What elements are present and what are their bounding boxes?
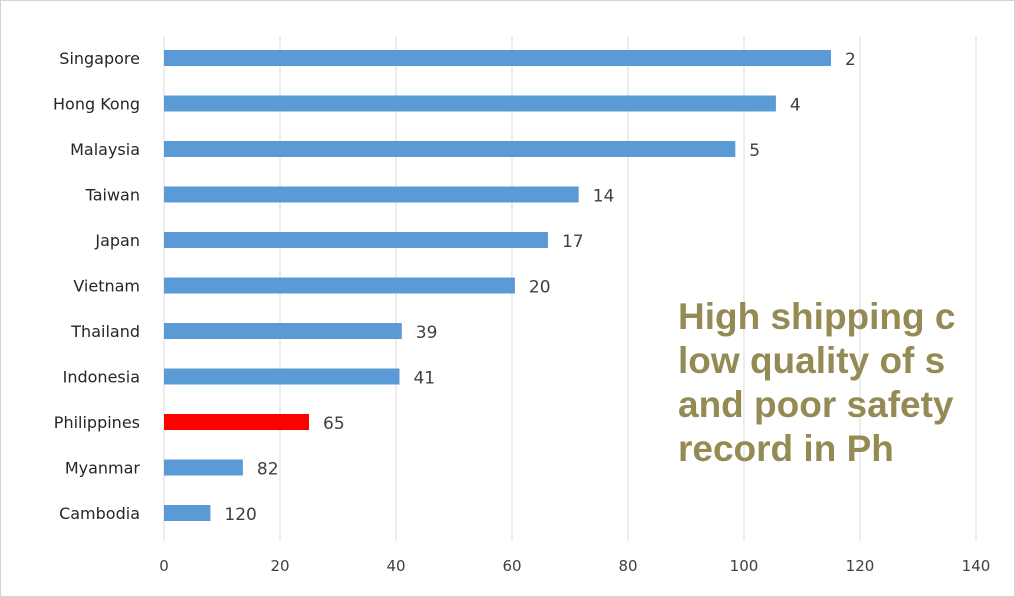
- annotation-line-1: High shipping c: [678, 296, 956, 337]
- data-label: 39: [416, 323, 438, 343]
- x-tick-label: 100: [730, 557, 759, 575]
- bar: [164, 277, 515, 294]
- data-label: 5: [749, 141, 760, 161]
- category-label: Taiwan: [85, 186, 140, 205]
- category-label: Vietnam: [73, 277, 140, 296]
- x-tick-label: 20: [270, 557, 289, 575]
- x-tick-label: 40: [386, 557, 405, 575]
- bar: [164, 232, 548, 248]
- category-label: Japan: [94, 231, 140, 250]
- data-label: 82: [257, 460, 279, 480]
- labels: 0 20 40 60 80 100 120 140 Singapore 2 Hong Kong 4 Ma…: [53, 49, 990, 575]
- category-label: Cambodia: [59, 504, 140, 523]
- x-tick-label: 60: [502, 557, 521, 575]
- bar: [164, 186, 579, 203]
- category-label: Thailand: [70, 322, 140, 341]
- x-tick-label: 80: [618, 557, 637, 575]
- x-tick-label: 0: [159, 557, 169, 575]
- category-label: Philippines: [54, 413, 140, 432]
- data-label: 2: [845, 50, 856, 70]
- category-label: Myanmar: [65, 459, 141, 478]
- bar: [164, 368, 400, 385]
- bars: [164, 50, 831, 521]
- category-label: Singapore: [59, 49, 140, 68]
- data-label: 14: [593, 187, 615, 207]
- bar: [164, 141, 736, 157]
- annotation-line-4: record in Ph: [678, 428, 894, 469]
- category-label: Malaysia: [70, 140, 140, 159]
- data-label: 17: [562, 232, 584, 252]
- category-label: Indonesia: [63, 368, 140, 387]
- data-label: 4: [790, 96, 801, 116]
- annotation-line-3: and poor safety: [678, 384, 954, 425]
- x-tick-label: 140: [962, 557, 991, 575]
- x-tick-label: 120: [846, 557, 875, 575]
- bar: [164, 323, 402, 339]
- data-label: 65: [323, 414, 345, 434]
- bar: [164, 95, 776, 112]
- category-label: Hong Kong: [53, 95, 140, 114]
- bar: [164, 459, 243, 476]
- bar: [164, 505, 211, 521]
- data-label: 120: [224, 505, 256, 525]
- annotation-text: High shipping c low quality of s and poo…: [678, 295, 1014, 471]
- data-label: 41: [413, 369, 435, 389]
- bar: [164, 50, 831, 66]
- bar: [164, 414, 309, 430]
- data-label: 20: [529, 278, 551, 298]
- annotation-line-2: low quality of s: [678, 340, 946, 381]
